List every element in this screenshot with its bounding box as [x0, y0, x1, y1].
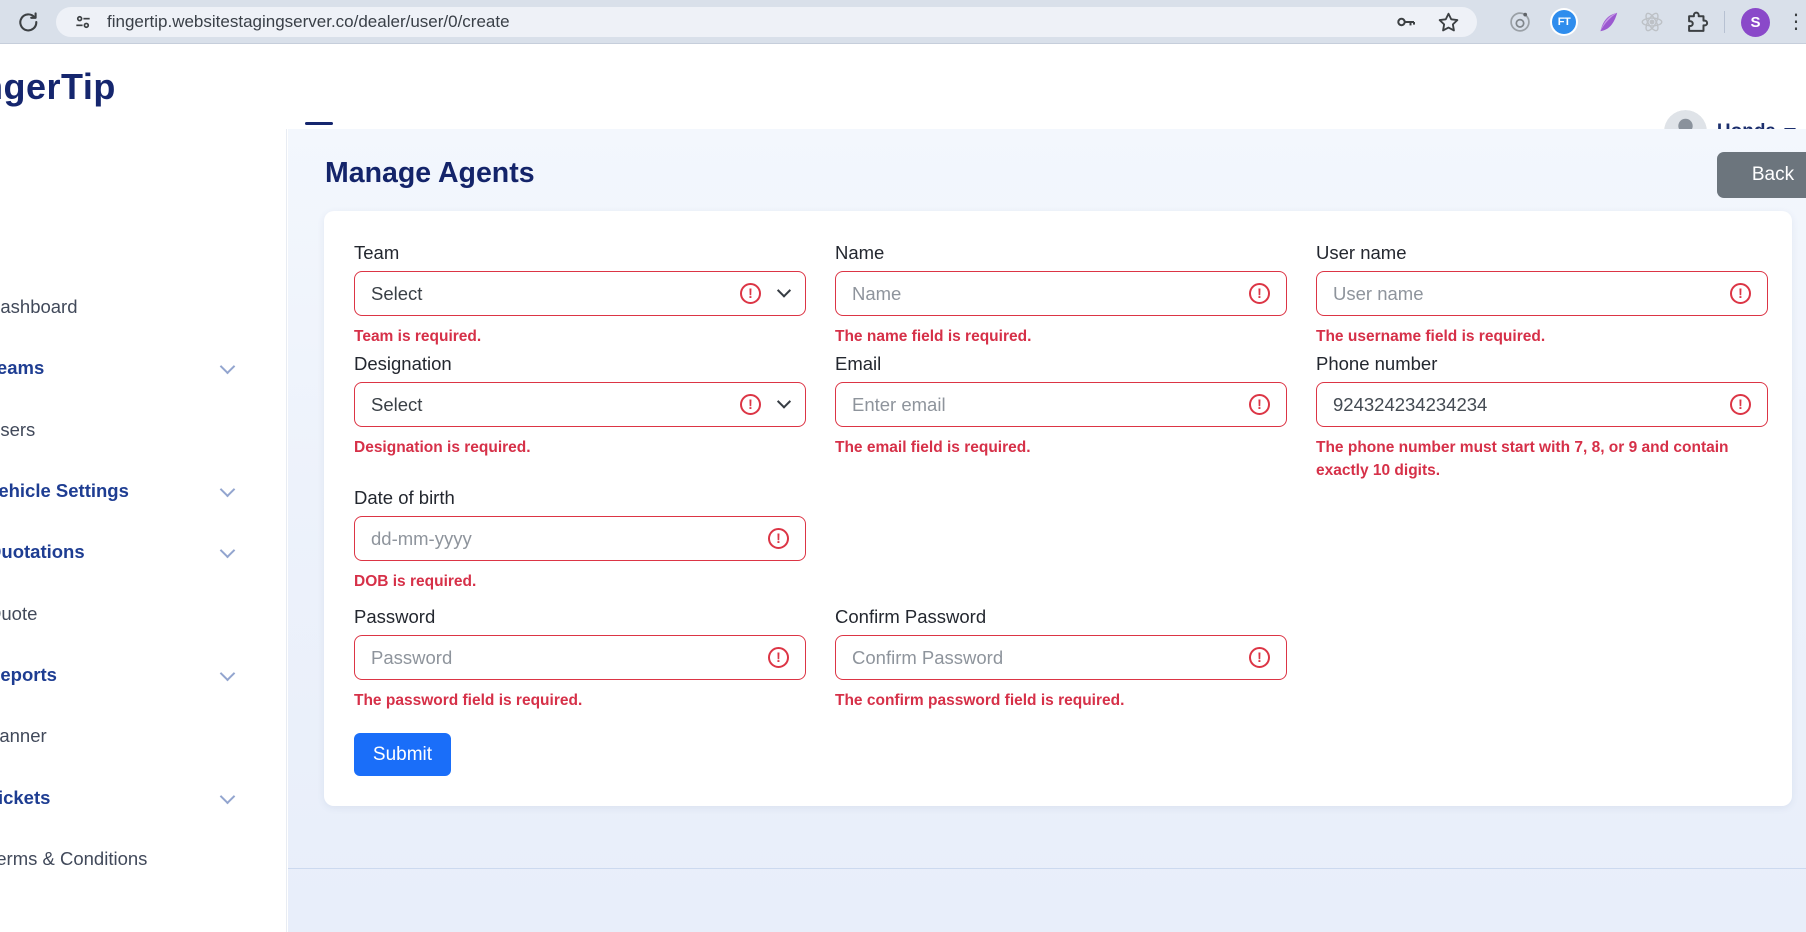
password-key-icon[interactable]: [1394, 10, 1418, 34]
chevron-down-icon: [776, 283, 792, 298]
alert-icon: !: [1249, 647, 1270, 668]
password-input[interactable]: [371, 646, 768, 669]
sidebar-item-reports[interactable]: Reports: [0, 660, 262, 690]
address-bar[interactable]: fingertip.websitestagingserver.co/dealer…: [56, 7, 1477, 37]
sidebar-item-users[interactable]: Users: [0, 419, 36, 440]
name-error: The name field is required.: [835, 328, 1032, 345]
manage-agents-form-card: Team Select ! Team is required. Name ! T…: [324, 211, 1792, 806]
main-content: Manage Agents Back Team Select ! Team is…: [288, 129, 1806, 932]
alert-icon: !: [1730, 283, 1751, 304]
extensions-puzzle-icon[interactable]: [1682, 8, 1710, 36]
alert-icon: !: [1730, 394, 1751, 415]
confirm-password-input[interactable]: [852, 646, 1249, 669]
email-field: Email ! The email field is required.: [835, 352, 1287, 459]
email-error: The email field is required.: [835, 439, 1031, 456]
username-input-box: !: [1316, 271, 1768, 316]
chevron-down-icon: [219, 481, 236, 498]
sidebar-item-quotations[interactable]: Quotations: [0, 537, 262, 567]
toolbar-separator: [1724, 11, 1725, 33]
phone-field: Phone number ! The phone number must sta…: [1316, 352, 1768, 482]
reload-icon[interactable]: [16, 10, 40, 34]
bookmark-star-icon[interactable]: [1436, 10, 1461, 35]
extensions-row: FT S ⋮: [1498, 0, 1806, 44]
atom-extension-icon[interactable]: [1638, 8, 1666, 36]
sidebar-item-quote[interactable]: Quote: [0, 603, 38, 624]
submit-button[interactable]: Submit: [354, 733, 451, 776]
designation-label: Designation: [354, 353, 452, 374]
designation-select[interactable]: Select !: [354, 382, 806, 427]
browser-profile-avatar[interactable]: S: [1741, 7, 1770, 37]
username-label: User name: [1316, 242, 1407, 263]
browser-menu-icon[interactable]: ⋮: [1786, 11, 1806, 33]
password-label: Password: [354, 606, 436, 627]
confirm-password-label: Confirm Password: [835, 606, 987, 627]
browser-toolbar: fingertip.websitestagingserver.co/dealer…: [0, 0, 1806, 44]
sidebar-item-vehicle-settings[interactable]: Vehicle Settings: [0, 476, 262, 506]
phone-error: The phone number must start with 7, 8, o…: [1316, 439, 1729, 479]
alert-icon: !: [740, 283, 761, 304]
designation-field: Designation Select ! Designation is requ…: [354, 352, 806, 459]
phone-input-box: !: [1316, 382, 1768, 427]
team-field: Team Select ! Team is required.: [354, 241, 806, 348]
alert-icon: !: [1249, 394, 1270, 415]
back-button[interactable]: Back: [1717, 152, 1806, 198]
sidebar-item-banner[interactable]: Banner: [0, 725, 47, 746]
dob-input-box: !: [354, 516, 806, 561]
sidebar-item-tickets[interactable]: Tickets: [0, 783, 262, 813]
confirm-password-input-box: !: [835, 635, 1287, 680]
chevron-down-icon: [219, 788, 236, 805]
username-field: User name ! The username field is requir…: [1316, 241, 1768, 348]
name-input-box: !: [835, 271, 1287, 316]
sidebar-nav: Dashboard Teams Users Vehicle Settings Q…: [0, 129, 287, 932]
dob-error: DOB is required.: [354, 573, 477, 590]
name-label: Name: [835, 242, 885, 263]
designation-error: Designation is required.: [354, 439, 531, 456]
sidebar-item-terms-conditions[interactable]: Terms & Conditions: [0, 848, 148, 869]
username-input[interactable]: [1333, 282, 1730, 305]
alert-icon: !: [768, 528, 789, 549]
alert-icon: !: [1249, 283, 1270, 304]
team-label: Team: [354, 242, 400, 263]
site-controls-icon[interactable]: [73, 12, 93, 32]
password-field: Password ! The password field is require…: [354, 605, 806, 712]
fingertip-extension-icon[interactable]: FT: [1550, 8, 1578, 36]
content-footer-divider: [288, 868, 1806, 869]
password-input-box: !: [354, 635, 806, 680]
alert-icon: !: [740, 394, 761, 415]
confirm-password-error: The confirm password field is required.: [835, 692, 1125, 709]
phone-label: Phone number: [1316, 353, 1438, 374]
url-text[interactable]: fingertip.websitestagingserver.co/dealer…: [107, 12, 510, 31]
dob-label: Date of birth: [354, 487, 455, 508]
alert-icon: !: [768, 647, 789, 668]
confirm-password-field: Confirm Password ! The confirm password …: [835, 605, 1287, 712]
password-error: The password field is required.: [354, 692, 583, 709]
phone-input[interactable]: [1333, 393, 1730, 416]
chevron-down-icon: [219, 542, 236, 559]
chevron-down-icon: [219, 358, 236, 375]
dob-input[interactable]: [371, 527, 768, 550]
app-logo[interactable]: FingerTip: [0, 66, 116, 107]
team-select[interactable]: Select !: [354, 271, 806, 316]
sidebar-item-dashboard[interactable]: Dashboard: [0, 296, 78, 317]
feather-extension-icon[interactable]: [1594, 8, 1622, 36]
chevron-down-icon: [219, 665, 236, 682]
name-input[interactable]: [852, 282, 1249, 305]
page-title: Manage Agents: [325, 157, 535, 189]
dob-field: Date of birth ! DOB is required.: [354, 486, 806, 593]
team-error: Team is required.: [354, 328, 482, 345]
email-input[interactable]: [852, 393, 1249, 416]
name-field: Name ! The name field is required.: [835, 241, 1287, 348]
email-label: Email: [835, 353, 882, 374]
app-header: FingerTip Honda: [0, 44, 1806, 153]
orbit-extension-icon[interactable]: [1506, 8, 1534, 36]
chevron-down-icon: [776, 394, 792, 409]
email-input-box: !: [835, 382, 1287, 427]
username-error: The username field is required.: [1316, 328, 1546, 345]
sidebar-item-teams[interactable]: Teams: [0, 353, 262, 383]
